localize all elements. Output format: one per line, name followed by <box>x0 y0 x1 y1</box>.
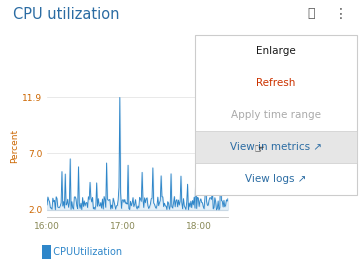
Text: ⤢: ⤢ <box>308 7 315 20</box>
Text: View logs ↗: View logs ↗ <box>245 174 306 184</box>
Text: Refresh: Refresh <box>256 78 295 88</box>
Text: Apply time range: Apply time range <box>231 110 321 120</box>
Text: ⋮: ⋮ <box>333 7 347 21</box>
Text: CPU utilization: CPU utilization <box>13 7 119 22</box>
Text: ☞: ☞ <box>254 143 266 156</box>
Text: View in metrics ↗: View in metrics ↗ <box>230 142 322 152</box>
Text: Enlarge: Enlarge <box>256 46 295 56</box>
Y-axis label: Percent: Percent <box>10 129 19 163</box>
Text: CPUUtilization: CPUUtilization <box>47 247 122 257</box>
